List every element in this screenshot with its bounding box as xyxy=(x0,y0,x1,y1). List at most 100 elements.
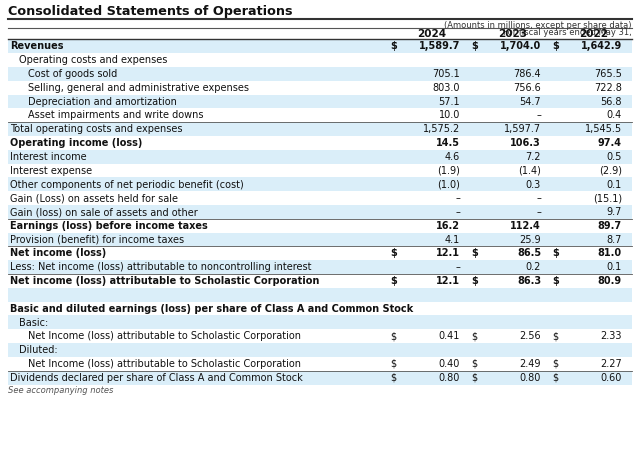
Text: $: $ xyxy=(471,276,477,286)
Text: 106.3: 106.3 xyxy=(510,138,541,148)
Text: $: $ xyxy=(390,276,397,286)
Text: Basic:: Basic: xyxy=(19,317,48,327)
Text: 0.4: 0.4 xyxy=(607,111,622,121)
Text: 89.7: 89.7 xyxy=(598,221,622,231)
Bar xyxy=(8,95,632,108)
Bar xyxy=(8,343,632,357)
Text: 756.6: 756.6 xyxy=(513,83,541,93)
Text: 9.7: 9.7 xyxy=(607,207,622,217)
Text: Depreciation and amortization: Depreciation and amortization xyxy=(28,96,177,107)
Text: $: $ xyxy=(552,331,558,342)
Text: –: – xyxy=(536,207,541,217)
Text: 86.3: 86.3 xyxy=(517,276,541,286)
Text: 0.41: 0.41 xyxy=(438,331,460,342)
Text: $: $ xyxy=(471,42,477,52)
Text: 803.0: 803.0 xyxy=(433,83,460,93)
Bar xyxy=(8,67,632,81)
Text: (2.9): (2.9) xyxy=(599,166,622,175)
Text: Revenues: Revenues xyxy=(10,42,63,52)
Text: 0.2: 0.2 xyxy=(525,263,541,272)
Bar xyxy=(8,233,632,246)
Text: –: – xyxy=(536,193,541,203)
Text: 2.56: 2.56 xyxy=(520,331,541,342)
Bar xyxy=(8,53,632,67)
Text: 14.5: 14.5 xyxy=(436,138,460,148)
Text: 10.0: 10.0 xyxy=(438,111,460,121)
Text: Diluted:: Diluted: xyxy=(19,345,58,355)
Text: $: $ xyxy=(552,373,558,383)
Text: (15.1): (15.1) xyxy=(593,193,622,203)
Text: 54.7: 54.7 xyxy=(520,96,541,107)
Text: 25.9: 25.9 xyxy=(520,235,541,245)
Text: $: $ xyxy=(552,248,559,259)
Text: $: $ xyxy=(552,359,558,369)
Text: Gain (loss) on sale of assets and other: Gain (loss) on sale of assets and other xyxy=(10,207,198,217)
Bar xyxy=(8,164,632,177)
Text: 2.27: 2.27 xyxy=(600,359,622,369)
Bar xyxy=(8,191,632,205)
Text: 1,575.2: 1,575.2 xyxy=(423,124,460,134)
Text: Operating income (loss): Operating income (loss) xyxy=(10,138,142,148)
Text: $: $ xyxy=(390,331,396,342)
Bar xyxy=(8,329,632,343)
Text: –: – xyxy=(455,263,460,272)
Text: Provision (benefit) for income taxes: Provision (benefit) for income taxes xyxy=(10,235,184,245)
Text: 112.4: 112.4 xyxy=(510,221,541,231)
Text: 57.1: 57.1 xyxy=(438,96,460,107)
Text: $: $ xyxy=(471,331,477,342)
Bar xyxy=(8,219,632,233)
Text: Basic and diluted earnings (loss) per share of Class A and Common Stock: Basic and diluted earnings (loss) per sh… xyxy=(10,304,413,314)
Text: Net income (loss) attributable to Scholastic Corporation: Net income (loss) attributable to Schola… xyxy=(10,276,319,286)
Text: 4.6: 4.6 xyxy=(445,152,460,162)
Text: 80.9: 80.9 xyxy=(598,276,622,286)
Bar xyxy=(8,274,632,288)
Text: –: – xyxy=(536,111,541,121)
Text: 4.1: 4.1 xyxy=(445,235,460,245)
Text: –: – xyxy=(455,193,460,203)
Text: Interest expense: Interest expense xyxy=(10,166,92,175)
Bar xyxy=(8,260,632,274)
Text: 1,642.9: 1,642.9 xyxy=(580,42,622,52)
Bar xyxy=(8,40,632,53)
Bar xyxy=(8,357,632,371)
Text: Gain (Loss) on assets held for sale: Gain (Loss) on assets held for sale xyxy=(10,193,178,203)
Text: (1.0): (1.0) xyxy=(437,179,460,190)
Text: 0.80: 0.80 xyxy=(438,373,460,383)
Text: 0.40: 0.40 xyxy=(438,359,460,369)
Bar xyxy=(8,371,632,385)
Bar xyxy=(8,302,632,315)
Text: $: $ xyxy=(390,248,397,259)
Text: (1.4): (1.4) xyxy=(518,166,541,175)
Text: Cost of goods sold: Cost of goods sold xyxy=(28,69,117,79)
Text: Interest income: Interest income xyxy=(10,152,86,162)
Text: 1,589.7: 1,589.7 xyxy=(419,42,460,52)
Text: 2.49: 2.49 xyxy=(520,359,541,369)
Text: 786.4: 786.4 xyxy=(513,69,541,79)
Text: 7.2: 7.2 xyxy=(525,152,541,162)
Text: 0.80: 0.80 xyxy=(520,373,541,383)
Bar xyxy=(8,177,632,191)
Text: $: $ xyxy=(471,359,477,369)
Text: 765.5: 765.5 xyxy=(594,69,622,79)
Text: (Amounts in millions, except per share data): (Amounts in millions, except per share d… xyxy=(445,21,632,30)
Text: 0.5: 0.5 xyxy=(607,152,622,162)
Bar xyxy=(8,136,632,150)
Text: See accompanying notes: See accompanying notes xyxy=(8,385,113,394)
Text: Asset impairments and write downs: Asset impairments and write downs xyxy=(28,111,204,121)
Text: $: $ xyxy=(471,373,477,383)
Bar xyxy=(8,246,632,260)
Text: 1,704.0: 1,704.0 xyxy=(500,42,541,52)
Bar xyxy=(8,108,632,123)
Text: 0.3: 0.3 xyxy=(525,179,541,190)
Text: $: $ xyxy=(471,248,477,259)
Text: $: $ xyxy=(390,373,396,383)
Text: 86.5: 86.5 xyxy=(517,248,541,259)
Text: 1,597.7: 1,597.7 xyxy=(504,124,541,134)
Text: 8.7: 8.7 xyxy=(607,235,622,245)
Text: Dividends declared per share of Class A and Common Stock: Dividends declared per share of Class A … xyxy=(10,373,303,383)
Text: $: $ xyxy=(390,42,397,52)
Text: 2.33: 2.33 xyxy=(600,331,622,342)
Text: 12.1: 12.1 xyxy=(436,276,460,286)
Text: 12.1: 12.1 xyxy=(436,248,460,259)
Bar xyxy=(8,288,632,302)
